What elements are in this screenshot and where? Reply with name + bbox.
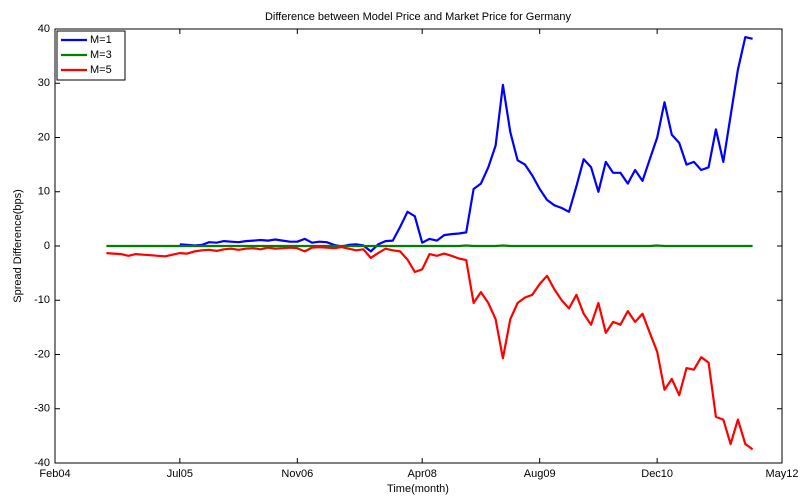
x-axis-label: Time(month)	[387, 483, 449, 495]
series-line	[106, 244, 753, 248]
y-tick-label: 30	[38, 77, 50, 89]
y-tick-label: 40	[38, 23, 50, 35]
series-line	[179, 36, 753, 253]
x-tick-label: Aug09	[524, 468, 556, 480]
y-axis-label: Spread Difference(bps)	[12, 189, 24, 303]
legend-label: M=1	[90, 34, 112, 46]
y-tick-label: 0	[44, 240, 50, 252]
y-tick-label: -30	[34, 403, 50, 415]
y-tick-label: -10	[34, 294, 50, 306]
x-tick-label: Apr08	[407, 468, 436, 480]
series-line	[106, 246, 754, 451]
x-tick-label: May12	[765, 468, 798, 480]
x-tick-label: Feb04	[39, 468, 70, 480]
x-tick-label: Jul05	[167, 468, 193, 480]
legend-label: M=3	[90, 49, 112, 61]
x-tick-label: Nov06	[281, 468, 313, 480]
y-tick-label: 10	[38, 186, 50, 198]
y-tick-label: -40	[34, 457, 50, 469]
y-tick-label: 20	[38, 131, 50, 143]
x-tick-label: Dec10	[641, 468, 673, 480]
legend-label: M=5	[90, 64, 112, 76]
y-tick-label: -20	[34, 348, 50, 360]
chart-title: Difference between Model Price and Marke…	[265, 11, 572, 23]
